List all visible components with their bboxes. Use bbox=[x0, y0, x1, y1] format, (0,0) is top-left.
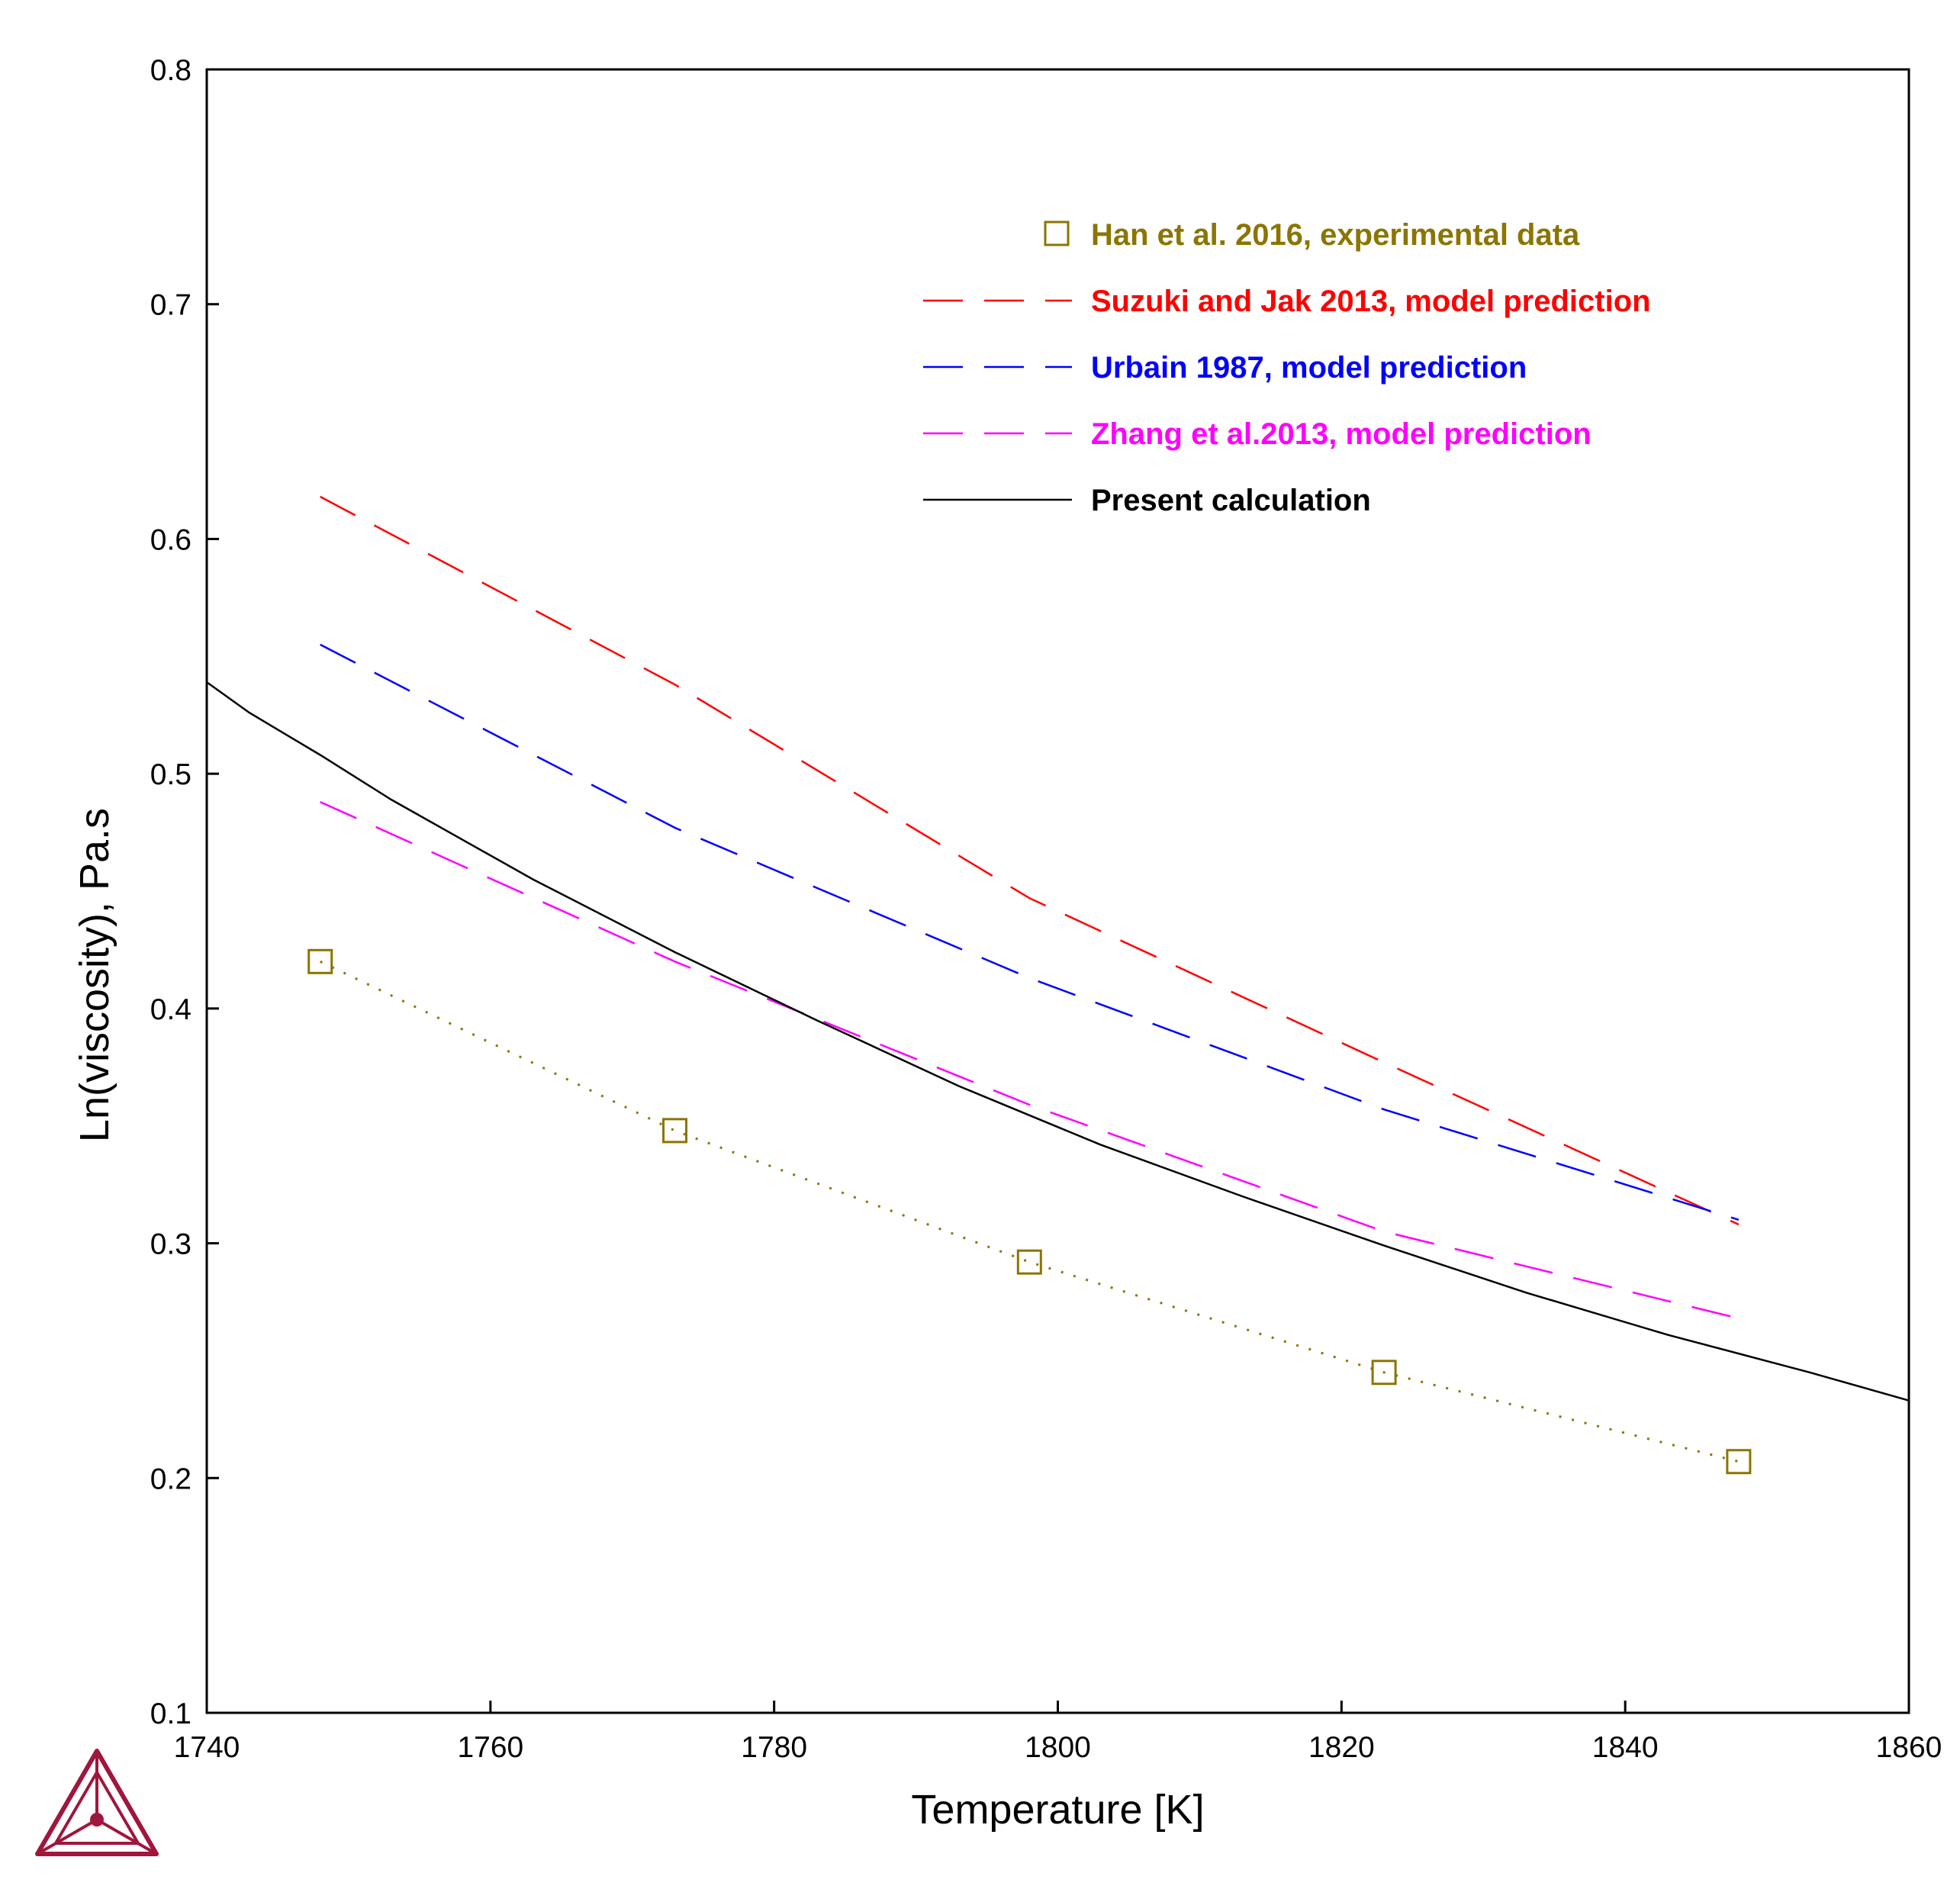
y-tick-label: 0.6 bbox=[150, 523, 191, 556]
y-tick-label: 0.7 bbox=[150, 289, 191, 322]
y-tick-label: 0.4 bbox=[150, 993, 191, 1026]
legend-marker-0 bbox=[1044, 220, 1070, 246]
series-line-2 bbox=[320, 643, 1740, 1221]
data-point-marker bbox=[1726, 1449, 1752, 1475]
y-axis-title: Ln(viscosity), Pa.s bbox=[72, 808, 117, 1142]
y-tick-label: 0.2 bbox=[150, 1463, 191, 1495]
x-tick-label: 1800 bbox=[1025, 1731, 1091, 1764]
x-tick-label: 1760 bbox=[457, 1731, 523, 1764]
series-layer bbox=[206, 495, 1910, 1475]
x-tick-label: 1820 bbox=[1308, 1731, 1375, 1764]
x-tick-label: 1780 bbox=[741, 1731, 807, 1764]
y-tick-label: 0.8 bbox=[150, 54, 191, 87]
legend-label-2: Urbain 1987, model prediction bbox=[1091, 351, 1527, 385]
ticks-layer: 1740 1760 1780 1800 1820 1840 1860 0.1 0.2 0.3 0.4… bbox=[150, 54, 1942, 1764]
data-point-marker bbox=[662, 1118, 688, 1144]
legend-label-1: Suzuki and Jak 2013, model prediction bbox=[1091, 285, 1651, 318]
legend-label-3: Zhang et al.2013, model prediction bbox=[1091, 417, 1591, 451]
data-point-marker bbox=[1371, 1360, 1397, 1386]
y-tick-label: 0.3 bbox=[150, 1228, 191, 1261]
series-line-3 bbox=[320, 800, 1740, 1320]
x-tick-label: 1740 bbox=[174, 1731, 240, 1764]
legend-label-4: Present calculation bbox=[1091, 484, 1371, 517]
x-tick-label: 1840 bbox=[1592, 1731, 1659, 1764]
software-logo-icon bbox=[35, 1749, 159, 1856]
series-line-4 bbox=[206, 681, 1910, 1402]
series-line-1 bbox=[320, 495, 1740, 1226]
legend: Han et al. 2016, experimental data Suzuki… bbox=[923, 218, 1651, 517]
legend-label-0: Han et al. 2016, experimental data bbox=[1091, 218, 1580, 252]
data-point-marker bbox=[1016, 1249, 1042, 1275]
y-tick-label: 0.5 bbox=[150, 758, 191, 791]
y-tick-label: 0.1 bbox=[150, 1698, 191, 1730]
x-tick-label: 1860 bbox=[1876, 1731, 1942, 1764]
data-point-marker bbox=[307, 948, 333, 974]
x-axis-title: Temperature [K] bbox=[911, 1787, 1204, 1833]
